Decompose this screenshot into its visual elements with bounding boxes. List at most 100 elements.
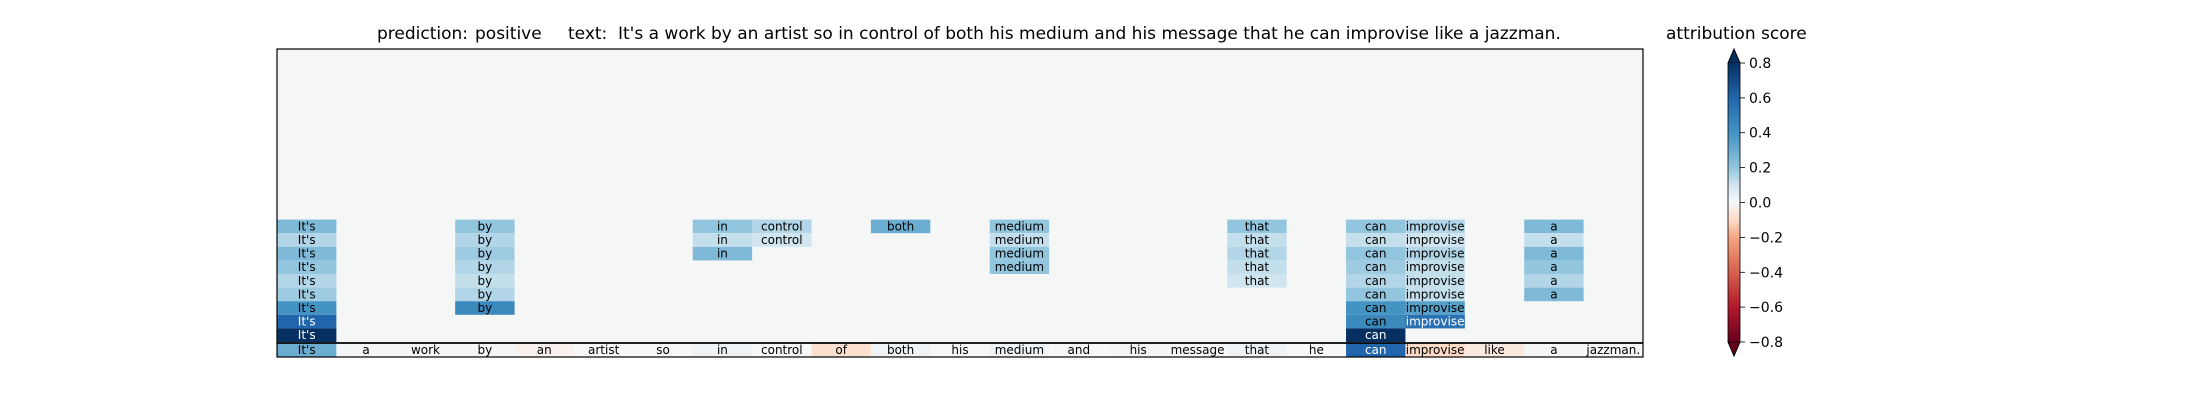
stack-token-cell bbox=[1227, 274, 1287, 288]
stack-token-cell bbox=[870, 219, 931, 234]
colorbar-tick-label: −0.4 bbox=[1749, 265, 1783, 281]
stack-token-cell bbox=[1227, 233, 1287, 247]
base-token-cell bbox=[752, 343, 812, 357]
stack-token-cell bbox=[1227, 246, 1287, 261]
stack-token-label: improvise bbox=[1406, 247, 1465, 261]
stack-token-cell bbox=[455, 287, 515, 302]
base-token-label: control bbox=[761, 343, 803, 357]
colorbar-extend-bottom bbox=[1727, 341, 1741, 358]
base-token-label: he bbox=[1309, 343, 1324, 357]
base-token-label: of bbox=[835, 343, 847, 357]
stack-token-cell bbox=[277, 260, 337, 274]
stack-token-label: a bbox=[1550, 274, 1557, 288]
base-token-label: artist bbox=[588, 343, 620, 357]
base-token-label: can bbox=[1365, 343, 1387, 357]
colorbar-tick-label: −0.8 bbox=[1749, 335, 1783, 351]
stack-token-label: in bbox=[717, 233, 728, 247]
stack-token-label: It's bbox=[298, 247, 316, 261]
stack-token-label: by bbox=[478, 219, 493, 233]
stack-token-cell bbox=[1346, 301, 1406, 315]
stack-token-label: It's bbox=[298, 287, 316, 301]
colorbar-extend-top bbox=[1727, 47, 1741, 64]
stack-token-cell bbox=[989, 260, 1050, 274]
stack-token-cell bbox=[277, 274, 337, 288]
stack-token-cell bbox=[1405, 301, 1465, 315]
base-token-label: a bbox=[362, 343, 369, 357]
base-token-label: both bbox=[887, 343, 914, 357]
base-token-cell bbox=[633, 343, 693, 357]
stack-token-label: It's bbox=[298, 260, 316, 274]
base-token-label: jazzman. bbox=[1585, 343, 1640, 357]
stack-token-label: by bbox=[478, 274, 493, 288]
stack-token-label: can bbox=[1365, 328, 1387, 342]
base-token-cell bbox=[930, 343, 990, 357]
stack-token-cell bbox=[989, 233, 1050, 247]
stack-token-cell bbox=[455, 260, 515, 274]
base-token-cell bbox=[1227, 343, 1287, 357]
stack-token-cell bbox=[1524, 274, 1584, 288]
stack-token-cell bbox=[1524, 260, 1584, 274]
stack-token-cell bbox=[1227, 260, 1287, 274]
colorbar: attribution score 0.8 0.6 0.4 0.2 0.0 −0.2 −0.… bbox=[1666, 24, 1807, 358]
stack-token-cell bbox=[1346, 328, 1406, 342]
base-token-cell bbox=[870, 343, 931, 357]
stack-token-label: that bbox=[1245, 247, 1270, 261]
stack-token-label: in bbox=[717, 247, 728, 261]
stack-token-cell bbox=[1405, 274, 1465, 288]
stack-token-label: It's bbox=[298, 274, 316, 288]
base-token-label: his bbox=[1130, 343, 1147, 357]
stack-token-cell bbox=[277, 287, 337, 302]
stack-token-cell bbox=[1405, 233, 1465, 247]
base-token-label: so bbox=[656, 343, 670, 357]
stack-token-label: that bbox=[1245, 260, 1270, 274]
stack-token-cell bbox=[1405, 287, 1465, 302]
stack-token-label: medium bbox=[995, 233, 1044, 247]
stack-token-label: medium bbox=[995, 219, 1044, 233]
stack-token-label: improvise bbox=[1406, 219, 1465, 233]
stack-token-label: improvise bbox=[1406, 260, 1465, 274]
stack-token-label: by bbox=[478, 233, 493, 247]
stack-token-label: It's bbox=[298, 301, 316, 315]
base-token-cell bbox=[573, 343, 634, 357]
base-token-cell bbox=[277, 343, 337, 357]
base-token-label: by bbox=[478, 343, 493, 357]
stack-token-label: improvise bbox=[1406, 301, 1465, 315]
base-token-cell bbox=[1464, 343, 1525, 357]
stack-token-cell bbox=[277, 301, 337, 315]
stack-token-cell bbox=[455, 246, 515, 261]
stack-token-cell bbox=[277, 233, 337, 247]
stack-token-label: a bbox=[1550, 219, 1557, 233]
stack-token-cell bbox=[1346, 219, 1406, 234]
base-token-label: an bbox=[537, 343, 552, 357]
stack-token-cell bbox=[1405, 219, 1465, 234]
stack-token-label: medium bbox=[995, 260, 1044, 274]
base-token-cell bbox=[989, 343, 1050, 357]
stack-token-cell bbox=[277, 328, 337, 342]
stack-token-label: in bbox=[717, 219, 728, 233]
heatmap-frame bbox=[276, 48, 1644, 358]
base-token-label: his bbox=[951, 343, 968, 357]
stack-token-label: that bbox=[1245, 233, 1270, 247]
stack-token-cell bbox=[1346, 246, 1406, 261]
stack-token-label: It's bbox=[298, 315, 316, 329]
base-token-cell bbox=[1524, 343, 1584, 357]
colorbar-tick-label: −0.2 bbox=[1749, 230, 1783, 246]
heatmap-panel: It's a work by an artist so in control of both his m… bbox=[276, 48, 1644, 358]
stack-token-label: It's bbox=[298, 233, 316, 247]
prediction-value: positive bbox=[475, 24, 542, 44]
stack-token-cell bbox=[277, 246, 337, 261]
colorbar-tick-label: 0.0 bbox=[1749, 196, 1771, 212]
base-token-label: like bbox=[1484, 343, 1505, 357]
stack-token-label: a bbox=[1550, 287, 1557, 301]
stack-token-label: a bbox=[1550, 247, 1557, 261]
stack-token-cell bbox=[455, 219, 515, 234]
stack-token-cell bbox=[1524, 246, 1584, 261]
stack-token-label: can bbox=[1365, 315, 1387, 329]
stack-token-label: improvise bbox=[1406, 274, 1465, 288]
colorbar-ticks: 0.8 0.6 0.4 0.2 0.0 −0.2 −0.4 −0.6 −0.8 bbox=[1740, 56, 1783, 351]
base-token-cell bbox=[1108, 343, 1168, 357]
stack-token-cell bbox=[455, 274, 515, 288]
stack-token-cell bbox=[692, 233, 753, 247]
stack-token-label: that bbox=[1245, 274, 1270, 288]
stack-token-cell bbox=[1405, 314, 1465, 329]
